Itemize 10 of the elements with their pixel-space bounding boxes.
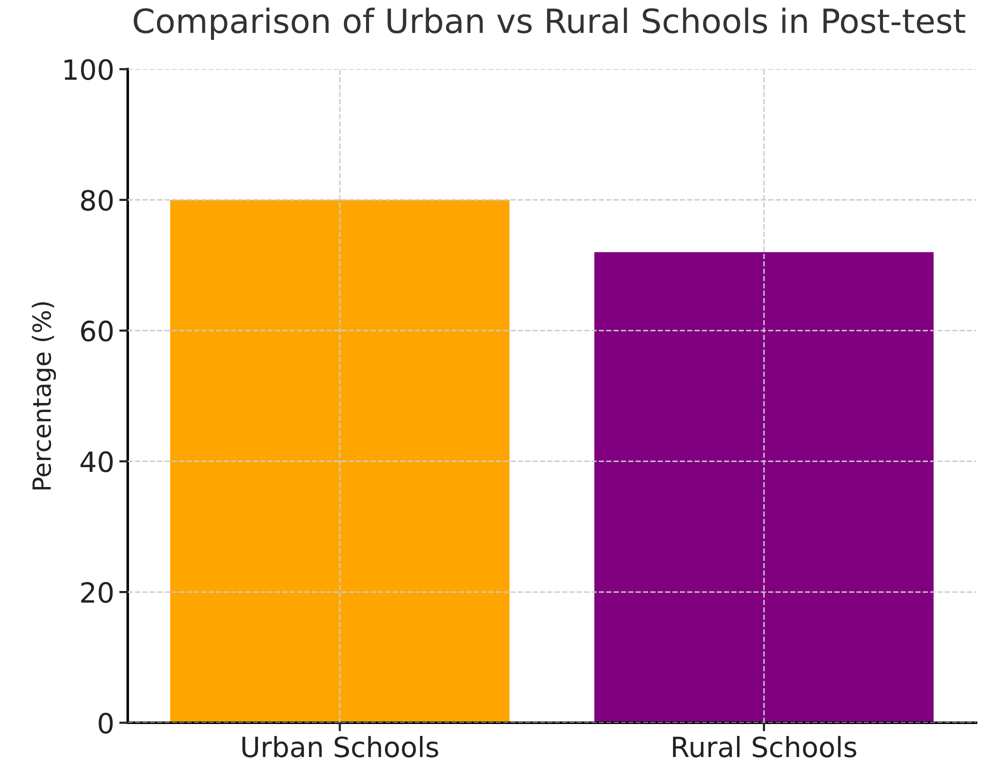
y-tick-label: 60 [81, 320, 113, 342]
y-tick-label: 0 [98, 712, 113, 734]
y-tick-label: 100 [64, 59, 113, 80]
chart-title: Comparison of Urban vs Rural Schools in Post-test [134, 8, 966, 40]
x-tick-label: Urban Schools [242, 736, 438, 758]
y-tick-label: 40 [80, 451, 113, 472]
x-tick-label: Rural Schools [673, 736, 856, 758]
y-tick-label: 80 [81, 190, 113, 211]
y-axis-title: Percentage (%) [32, 302, 56, 490]
y-tick-label: 20 [81, 582, 113, 603]
